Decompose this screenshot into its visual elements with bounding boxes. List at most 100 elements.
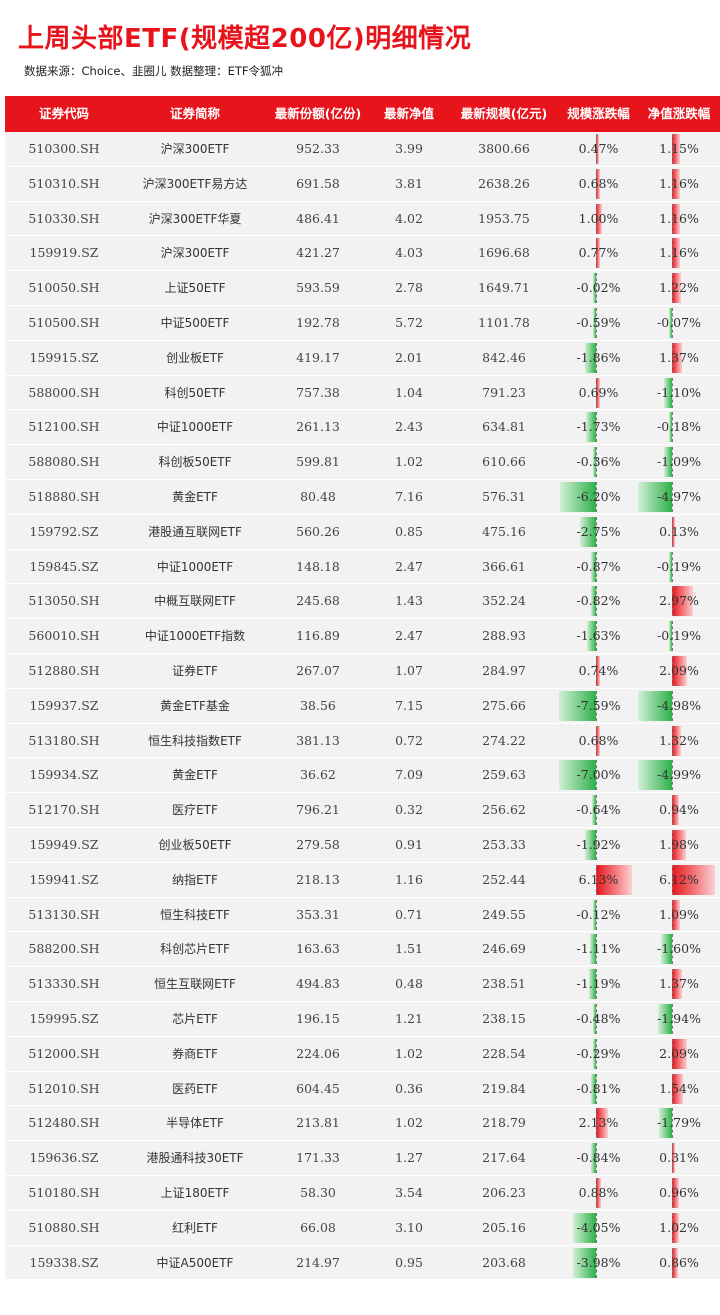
aum-change-bar xyxy=(592,795,596,826)
nav-cell: 2.43 xyxy=(395,419,423,435)
security-name-cell: 创业板50ETF xyxy=(158,837,232,852)
aum-change-bar xyxy=(593,899,596,930)
nav-change-cell: 1.22% xyxy=(659,280,699,296)
nav-cell: 1.02 xyxy=(395,1115,423,1131)
table-row: 159919.SZ 沪深300ETF 421.27 4.03 1696.68 0.77% 1… xyxy=(5,236,720,272)
zero-axis-line xyxy=(596,1038,598,1069)
aum-change-cell: -1.19% xyxy=(576,976,621,992)
table-row: 159636.SZ 港股通科技30ETF 171.33 1.27 217.64 -0.84… xyxy=(5,1141,720,1176)
aum-cell: 3800.66 xyxy=(478,141,530,156)
security-code-cell: 159937.SZ xyxy=(29,697,99,713)
nav-change-cell: -4.98% xyxy=(657,697,701,713)
security-name-cell: 上证50ETF xyxy=(164,281,226,296)
table-row: 510180.SH 上证180ETF 58.30 3.54 206.23 0.88% 0.9… xyxy=(5,1175,720,1211)
security-code-cell: 512480.SH xyxy=(28,1115,100,1131)
col-header-aum-change: 规模涨跌幅 xyxy=(567,106,630,121)
aum-cell: 842.46 xyxy=(482,349,526,365)
security-name-cell: 科创50ETF xyxy=(164,385,226,400)
security-code-cell: 510310.SH xyxy=(28,175,100,191)
table-row: 512000.SH 券商ETF 224.06 1.02 228.54 -0.29% 2.09… xyxy=(5,1036,720,1072)
security-code-cell: 159845.SZ xyxy=(29,558,99,574)
table-row: 513330.SH 恒生互联网ETF 494.83 0.48 238.51 -1.19% 1… xyxy=(5,967,720,1002)
zero-axis-line xyxy=(672,447,674,478)
col-header-nav-change: 净值涨跌幅 xyxy=(647,106,711,121)
aum-change-cell: 0.69% xyxy=(578,384,619,400)
nav-change-cell: 1.54% xyxy=(659,1080,699,1096)
aum-change-cell: 0.47% xyxy=(578,141,619,156)
nav-change-cell: 1.32% xyxy=(659,732,699,748)
aum-cell: 246.69 xyxy=(482,941,526,957)
table-row: 560010.SH 中证1000ETF指数 116.89 2.47 288.93 -1.6… xyxy=(5,619,720,654)
table-row: 510310.SH 沪深300ETF易方达 691.58 3.81 2638.26 0.6… xyxy=(5,166,720,202)
col-header-aum: 最新规模(亿元) xyxy=(460,106,548,121)
security-code-cell: 159338.SZ xyxy=(29,1254,99,1270)
aum-cell: 288.93 xyxy=(482,628,526,644)
aum-change-cell: 2.13% xyxy=(578,1115,619,1131)
zero-axis-line xyxy=(672,203,674,234)
aum-change-cell: -1.73% xyxy=(576,419,621,435)
security-code-cell: 159949.SZ xyxy=(29,836,99,852)
zero-axis-line xyxy=(672,690,674,721)
shares-cell: 593.59 xyxy=(296,280,340,296)
aum-change-bar xyxy=(589,969,596,1000)
nav-cell: 4.02 xyxy=(395,210,423,226)
aum-cell: 238.51 xyxy=(482,976,526,992)
nav-change-cell: 2.09% xyxy=(659,1045,699,1061)
nav-cell: 1.51 xyxy=(395,941,423,957)
security-code-cell: 518880.SH xyxy=(28,488,100,504)
security-code-cell: 159636.SZ xyxy=(29,1150,99,1166)
security-name-cell: 中证500ETF xyxy=(160,315,230,330)
security-code-cell: 159934.SZ xyxy=(29,767,99,783)
shares-cell: 58.30 xyxy=(300,1184,336,1200)
security-name-cell: 中证1000ETF xyxy=(156,559,234,574)
nav-cell: 1.04 xyxy=(395,384,423,400)
table-row: 159937.SZ 黄金ETF基金 38.56 7.15 275.66 -7.59% -4.… xyxy=(5,688,720,724)
nav-change-bar xyxy=(672,1073,683,1104)
aum-cell: 634.81 xyxy=(482,419,526,435)
zero-axis-line xyxy=(596,864,598,895)
aum-change-bar xyxy=(592,307,596,338)
shares-cell: 38.56 xyxy=(300,697,336,713)
aum-change-cell: 0.77% xyxy=(578,245,619,261)
nav-change-bar xyxy=(672,586,693,617)
shares-cell: 192.78 xyxy=(296,314,340,330)
nav-change-cell: -1.94% xyxy=(657,1010,701,1026)
aum-change-bar xyxy=(591,586,596,617)
security-name-cell: 港股通互联网ETF xyxy=(148,524,242,539)
zero-axis-line xyxy=(672,1247,674,1278)
table-row: 159792.SZ 港股通互联网ETF 560.26 0.85 475.16 -2.75%… xyxy=(5,514,720,550)
zero-axis-line xyxy=(672,481,674,512)
nav-cell: 1.02 xyxy=(395,1045,423,1061)
aum-change-cell: -0.59% xyxy=(576,314,621,330)
security-name-cell: 沪深300ETF xyxy=(160,142,230,156)
nav-change-cell: -1.10% xyxy=(657,384,701,400)
security-name-cell: 科创芯片ETF xyxy=(160,942,230,957)
aum-change-bar xyxy=(596,1177,602,1208)
shares-cell: 116.89 xyxy=(296,628,340,644)
zero-axis-line xyxy=(672,934,674,965)
aum-change-bar xyxy=(593,273,596,304)
shares-cell: 599.81 xyxy=(296,454,340,470)
security-name-cell: 黄金ETF xyxy=(172,768,218,783)
zero-axis-line xyxy=(596,655,598,686)
aum-change-bar xyxy=(596,168,600,199)
security-name-cell: 中证1000ETF指数 xyxy=(144,629,246,644)
zero-axis-line xyxy=(672,864,674,895)
zero-axis-line xyxy=(596,934,598,965)
nav-change-cell: -0.07% xyxy=(657,314,701,330)
security-code-cell: 159919.SZ xyxy=(29,245,99,261)
security-name-cell: 恒生互联网ETF xyxy=(154,977,236,992)
nav-cell: 2.01 xyxy=(395,349,423,365)
security-name-cell: 医药ETF xyxy=(172,1081,218,1096)
aum-cell: 274.22 xyxy=(482,732,526,748)
nav-change-bar xyxy=(672,1143,675,1174)
aum-cell: 576.31 xyxy=(482,488,526,504)
zero-axis-line xyxy=(596,1177,598,1208)
nav-change-cell: 1.98% xyxy=(659,836,699,852)
nav-change-bar xyxy=(638,760,672,791)
shares-cell: 245.68 xyxy=(296,593,340,609)
aum-change-bar xyxy=(593,1038,596,1069)
aum-cell: 275.66 xyxy=(482,697,526,713)
nav-cell: 3.81 xyxy=(395,175,423,191)
nav-cell: 7.16 xyxy=(395,488,423,504)
